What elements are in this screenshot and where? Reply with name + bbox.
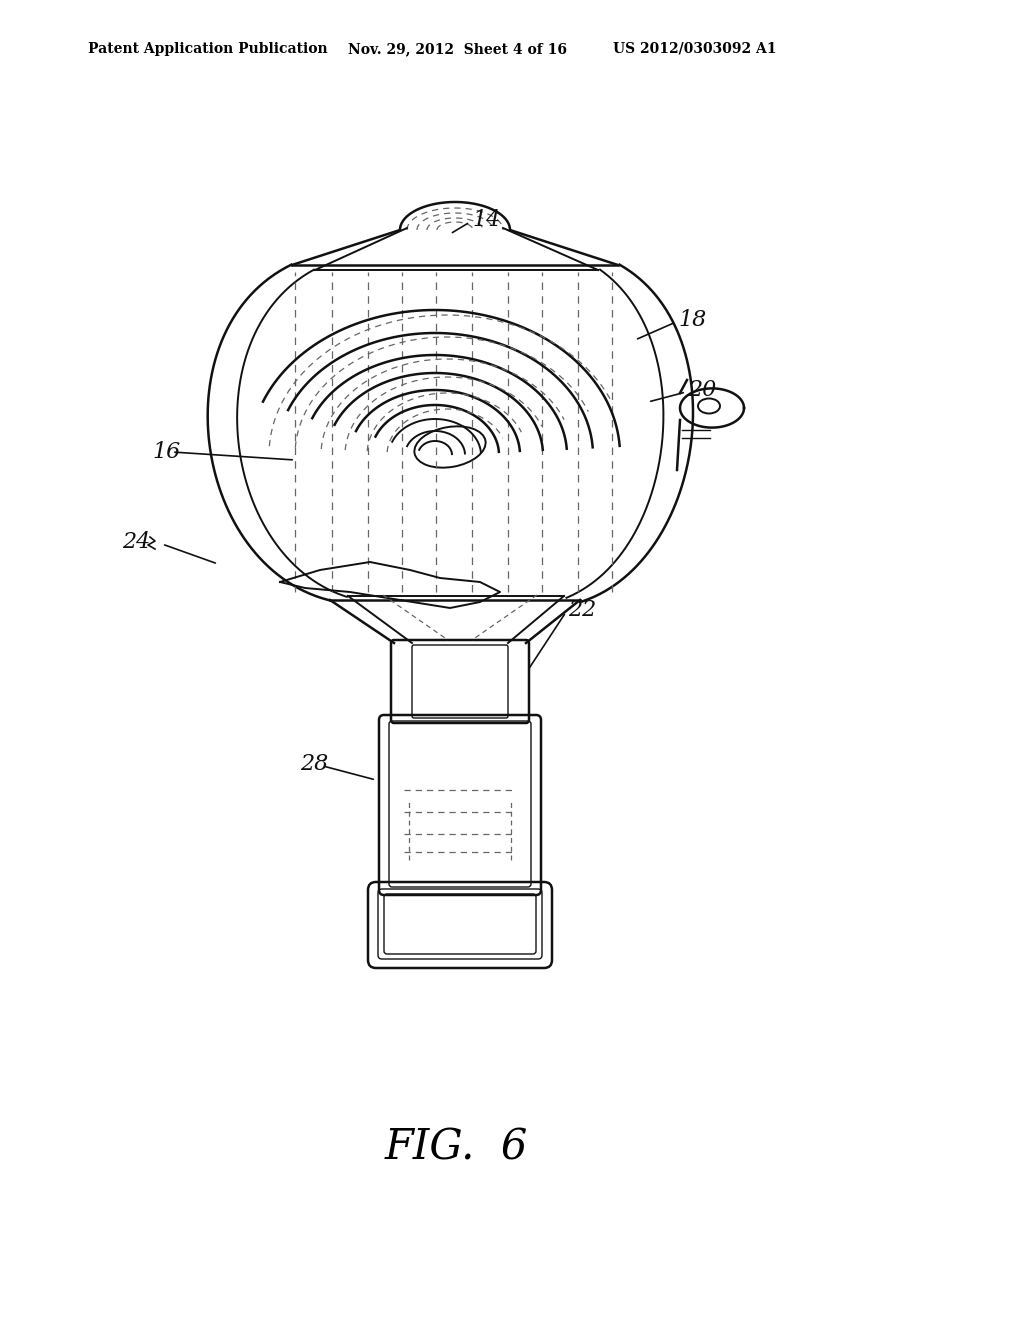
Text: 18: 18 [678, 309, 707, 331]
Text: Patent Application Publication: Patent Application Publication [88, 42, 328, 55]
Text: 14: 14 [472, 209, 501, 231]
Text: FIG.  6: FIG. 6 [385, 1126, 528, 1168]
Text: 22: 22 [568, 599, 596, 620]
Text: 16: 16 [152, 441, 180, 463]
Text: 20: 20 [688, 379, 716, 401]
Text: Nov. 29, 2012  Sheet 4 of 16: Nov. 29, 2012 Sheet 4 of 16 [348, 42, 567, 55]
Text: US 2012/0303092 A1: US 2012/0303092 A1 [613, 42, 776, 55]
Text: 24: 24 [122, 531, 151, 553]
Text: 28: 28 [300, 752, 329, 775]
